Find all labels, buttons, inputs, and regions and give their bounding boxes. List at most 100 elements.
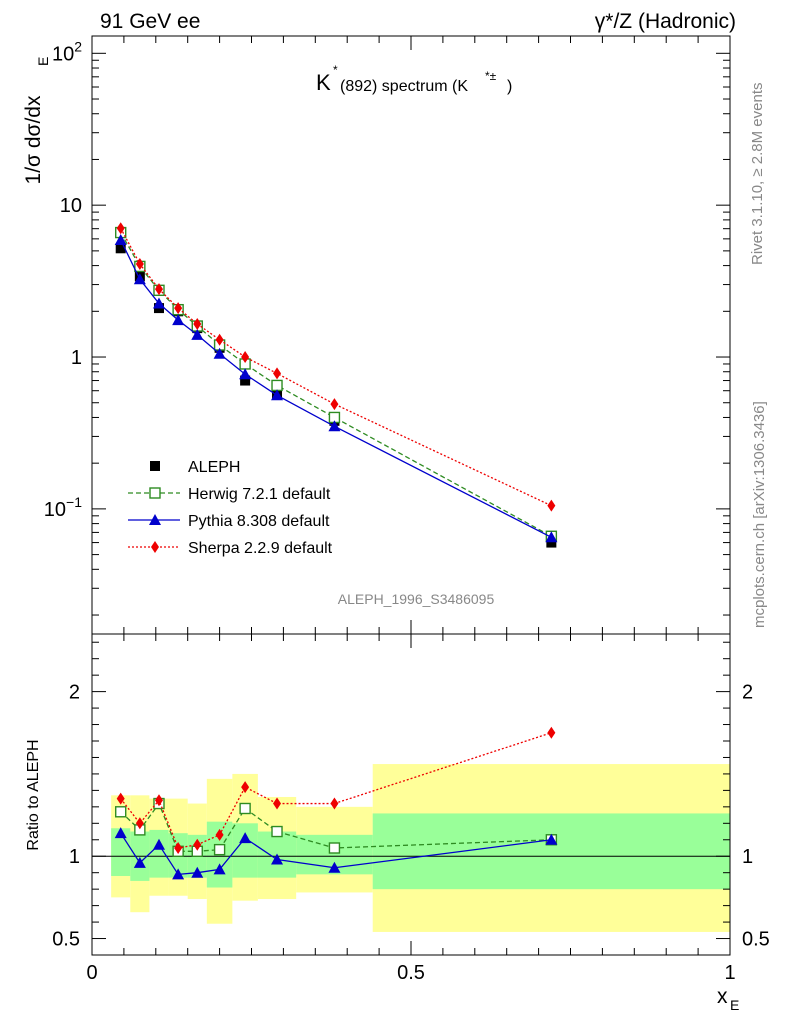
y-tick-label: 1 [71, 347, 82, 369]
main-plot-title: K * (892) spectrum (K *± ) [316, 63, 512, 95]
ratio-data-point [213, 863, 226, 875]
ratio-data-point [273, 797, 282, 810]
ratio-y-tick-label-right: 0.5 [742, 929, 770, 951]
svg-text:E: E [35, 57, 51, 66]
ratio-plot: 0.5 0.5 1 1 2 2 0 0.5 1 [52, 633, 770, 984]
data-point [271, 379, 283, 392]
ratio-data-point [545, 833, 558, 845]
data-point [133, 273, 146, 285]
ratio-y-tick-label: 2 [69, 682, 80, 704]
legend-marker [149, 487, 161, 499]
data-point [240, 375, 251, 386]
ratio-y-tick-label: 1 [69, 846, 80, 868]
legend-label: ALEPH [188, 459, 240, 476]
ratio-data-point [328, 842, 341, 854]
legend-label: Pythia 8.308 default [188, 513, 330, 530]
ratio-y-tick-label-right: 1 [742, 846, 753, 868]
x-tick-label: 0.5 [397, 962, 425, 984]
svg-text:x: x [717, 985, 728, 1008]
ratio-series-line [120, 732, 552, 849]
ratio-data-point [133, 856, 146, 868]
ratio-data-point [239, 802, 251, 815]
rivet-label: Rivet 3.1.10, ≥ 2.8M events [749, 83, 766, 266]
data-point [174, 302, 183, 315]
data-point [545, 531, 558, 543]
svg-text:): ) [507, 78, 512, 95]
ratio-data-point [328, 861, 341, 873]
data-point [328, 420, 341, 432]
ratio-data-point [547, 726, 556, 739]
ratio-data-point [193, 838, 202, 851]
data-point [241, 351, 250, 364]
ratio-data-point [116, 792, 125, 805]
x-tick-label: 0 [86, 962, 97, 984]
data-point [546, 537, 557, 548]
analysis-id: ALEPH_1996_S3486095 [338, 591, 495, 607]
ylabel-text: 1/σ dσ/dx [22, 95, 45, 184]
ratio-data-point [174, 842, 183, 854]
ratio-ylabel: Ratio to ALEPH [25, 739, 42, 850]
ylabel-sub: E [35, 57, 51, 66]
data-point [172, 314, 185, 326]
svg-text:1/σ dσ/dx: 1/σ dσ/dx [22, 95, 45, 184]
x-tick-label: 1 [724, 962, 735, 984]
data-point [213, 347, 226, 359]
ratio-data-point [215, 828, 224, 841]
svg-text:*: * [333, 63, 338, 77]
ratio-data-point [115, 806, 127, 818]
data-point [239, 368, 252, 380]
svg-text:*±: *± [485, 69, 497, 83]
data-point [271, 389, 284, 401]
data-point [215, 333, 224, 346]
legend-marker [151, 541, 159, 553]
title-sup: * [333, 63, 338, 77]
main-plot: 102 10 1 10−1 [44, 35, 731, 635]
legend-label: Herwig 7.2.1 default [188, 486, 331, 503]
data-point [191, 328, 204, 340]
data-point [135, 257, 144, 270]
header-right: γ*/Z (Hadronic) [595, 10, 736, 33]
title-sub-sup: *± [485, 69, 497, 83]
legend-label: Sherpa 2.2.9 default [188, 540, 333, 557]
ratio-data-point [239, 832, 252, 844]
data-point [116, 222, 125, 235]
data-point [273, 367, 282, 380]
title-sub: (892) spectrum (K [340, 78, 468, 95]
svg-text:E: E [730, 997, 739, 1013]
ratio-y-tick-label: 0.5 [52, 929, 80, 951]
ratio-y-tick-label-right: 2 [742, 682, 753, 704]
svg-text:(892) spectrum (K: (892) spectrum (K [340, 78, 468, 95]
ratio-data-point [330, 797, 339, 810]
legend-marker [150, 461, 160, 471]
svg-text:K: K [316, 70, 331, 95]
series-line [120, 232, 552, 537]
y-tick-label: 10 [60, 195, 82, 217]
data-point [115, 243, 126, 254]
series-line [120, 227, 552, 507]
data-point [193, 317, 202, 330]
ratio-data-point [213, 843, 226, 856]
data-point [154, 283, 163, 296]
mcplots-label: mcplots.cern.ch [arXiv:1306.3436] [751, 401, 768, 628]
ratio-data-point [191, 866, 204, 878]
xlabel-sub: E [730, 997, 739, 1013]
data-point [152, 297, 165, 309]
uncertainty-band-inner [149, 829, 169, 878]
uncertainty-band-inner [232, 823, 258, 878]
data-point [114, 233, 127, 245]
ratio-xlabel: x E [717, 985, 739, 1013]
title-main: K [316, 70, 331, 95]
series-line [120, 239, 552, 538]
ratio-series-line [120, 832, 552, 876]
uncertainty-band-inner [372, 813, 730, 890]
data-point [330, 398, 339, 411]
main-ylabel: 1/σ dσ/dx E [22, 57, 51, 185]
ratio-data-point [114, 827, 127, 839]
y-tick-label: 102 [52, 38, 82, 65]
data-point [547, 499, 556, 512]
title-close: ) [507, 78, 512, 95]
xlabel-text: x [717, 985, 728, 1008]
ratio-data-point [172, 868, 185, 880]
ratio-series-line [120, 802, 552, 852]
